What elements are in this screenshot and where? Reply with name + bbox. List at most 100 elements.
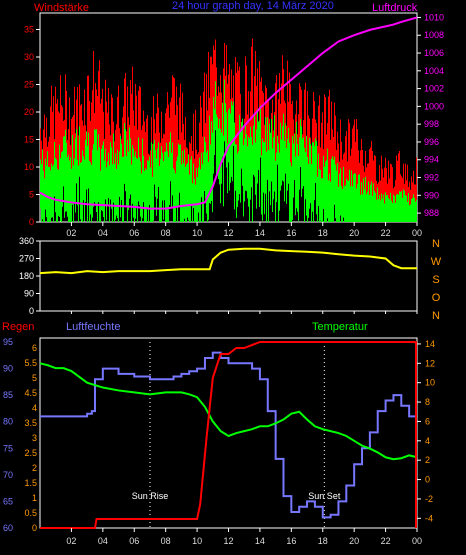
time-axis-label: 02 [66,228,76,238]
pressure-axis-label: 992 [424,173,439,183]
wind-axis-label: 20 [24,107,34,117]
humidity-axis-label: 60 [3,523,13,533]
humidity-label: Luftfeuchte [66,321,120,333]
time-axis-label: 10 [192,536,202,546]
rain-axis-label: 4.5 [24,388,37,398]
time-axis-label: 04 [98,228,108,238]
pressure-axis-label: 996 [424,137,439,147]
time-axis-label: 14 [255,228,265,238]
temperature-label: Temperatur [312,321,368,333]
humidity-line [40,351,417,519]
direction-axis-label: 0 [29,306,34,316]
temperature-axis-label: 0 [425,475,430,485]
temperature-axis-label: 6 [425,416,430,426]
compass-label: N [432,310,440,322]
pressure-axis-label: 998 [424,119,439,129]
wind-axis-label: 5 [29,190,34,200]
chart-title: 24 hour graph day, 14 März 2020 [172,0,334,12]
temperature-axis-label: 10 [425,378,435,388]
humidity-axis-label: 75 [3,443,13,453]
header-luftdruck-label: Luftdruck [372,2,418,14]
rain-axis-label: 3.5 [24,418,37,428]
sunset-label: Sun Set [308,491,341,501]
time-axis-label: 04 [98,536,108,546]
wind-axis-label: 15 [24,135,34,145]
header-windstaerke-label: Windstärke [34,2,89,14]
rain-axis-label: 0.5 [24,508,37,518]
rain-axis-label: 2.5 [24,448,37,458]
pressure-axis-label: 1002 [424,84,444,94]
time-axis-label: 08 [161,536,171,546]
humidity-axis-label: 80 [3,417,13,427]
time-axis-label: 02 [66,536,76,546]
rain-axis-label: 5 [32,373,37,383]
temperature-line [39,362,418,461]
temperature-axis-label: 12 [425,358,435,368]
time-axis-label: 20 [349,228,359,238]
temperature-axis-label: 14 [425,339,435,349]
rain-axis-label: 0 [32,523,37,533]
wind-axis-label: 30 [24,52,34,62]
time-axis-label: 12 [223,536,233,546]
direction-axis-label: 270 [19,254,34,264]
wind-pressure-panel: 0510152025303598899099299499699810001002… [24,12,444,238]
humidity-axis-label: 90 [3,364,13,374]
rain-axis-label: 1 [32,493,37,503]
wind-axis-label: 0 [29,217,34,227]
direction-axis-label: 180 [19,271,34,281]
pressure-axis-label: 990 [424,190,439,200]
time-axis-label: 14 [255,536,265,546]
time-axis-label: 06 [129,536,139,546]
direction-axis-label: 90 [24,289,34,299]
pressure-axis-label: 1000 [424,101,444,111]
rain-line [40,341,417,529]
time-axis-label: 18 [318,228,328,238]
time-axis-label: 12 [223,228,233,238]
time-axis-label: 18 [318,536,328,546]
rain-axis-label: 6 [32,343,37,353]
pressure-axis-label: 988 [424,208,439,218]
temperature-axis-label: -2 [425,494,433,504]
wind-axis-label: 35 [24,25,34,35]
wind-direction-line [39,247,417,275]
pressure-axis-label: 1006 [424,48,444,58]
time-axis-label: 00 [412,228,422,238]
rain-axis-label: 4 [32,403,37,413]
rain-axis-label: 2 [32,463,37,473]
humidity-axis-label: 95 [3,337,13,347]
pressure-line [39,16,418,210]
humidity-axis-label: 70 [3,470,13,480]
compass-label: S [432,274,439,286]
rain-label: Regen [2,321,34,333]
pressure-axis-label: 994 [424,155,439,165]
rain-axis-label: 5.5 [24,358,37,368]
temperature-axis-label: 4 [425,436,430,446]
pressure-axis-label: 1004 [424,66,444,76]
compass-label: W [431,256,442,268]
wind-axis-label: 25 [24,80,34,90]
rain-axis-label: 1.5 [24,478,37,488]
time-axis-label: 00 [412,536,422,546]
wind-axis-label: 10 [24,162,34,172]
compass-label: N [432,238,440,250]
time-axis-label: 20 [349,536,359,546]
humidity-axis-label: 85 [3,390,13,400]
time-axis-label: 22 [381,536,391,546]
time-axis-label: 08 [161,228,171,238]
rain-axis-label: 3 [32,433,37,443]
temperature-axis-label: 2 [425,455,430,465]
pressure-axis-label: 1010 [424,12,444,22]
humidity-axis-label: 65 [3,496,13,506]
wind-average-series [40,79,417,222]
direction-axis-label: 360 [19,236,34,246]
time-axis-label: 22 [381,228,391,238]
rain-humidity-temp-panel: Sun Rise Sun Set 0 0.5 1 1.5 2 2.5 3 3.5 4 4.5 5 5.5 6… [3,337,435,546]
time-axis-label: 10 [192,228,202,238]
compass-label: O [432,292,441,304]
pressure-axis-label: 1008 [424,30,444,40]
sunrise-label: Sun Rise [132,491,169,501]
temperature-axis-label: 8 [425,397,430,407]
time-axis-label: 16 [286,536,296,546]
